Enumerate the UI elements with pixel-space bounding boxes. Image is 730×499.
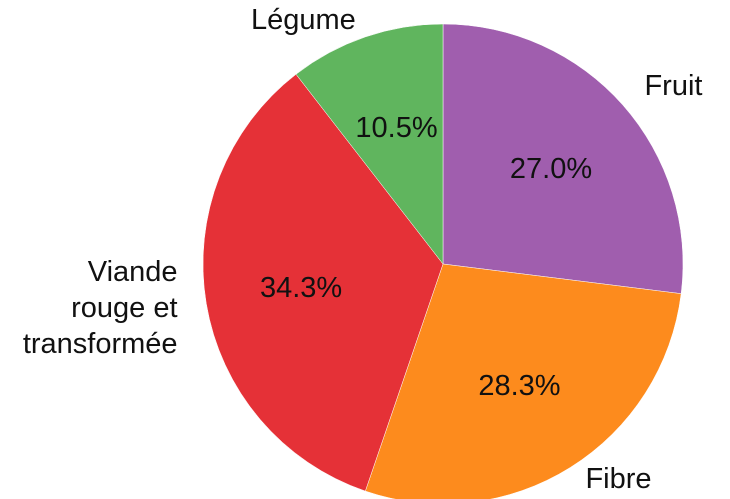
slice-label: Viande rouge et transformée — [22, 255, 178, 361]
value-label: 27.0% — [509, 152, 593, 185]
value-label: 28.3% — [478, 370, 561, 403]
slice-label: Fruit — [644, 70, 703, 103]
slice — [202, 73, 444, 492]
value-label: 34.3% — [259, 271, 343, 304]
slice-label: Fibre — [585, 463, 652, 495]
value-label: 10.5% — [355, 111, 438, 144]
slice — [442, 23, 684, 294]
slice-label: Légume — [251, 4, 356, 36]
slice — [295, 23, 444, 265]
slice — [365, 263, 682, 499]
